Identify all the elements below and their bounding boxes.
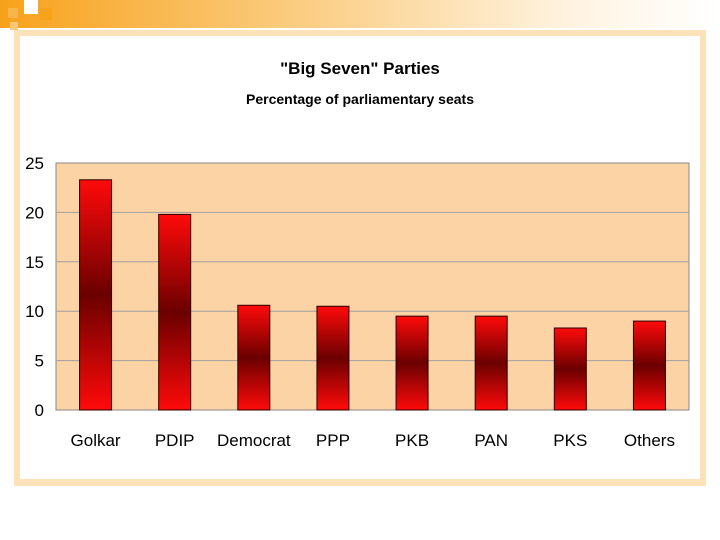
- x-tick-label: PKS: [553, 431, 587, 450]
- chart-subtitle: Percentage of parliamentary seats: [246, 91, 474, 107]
- chart-title: "Big Seven" Parties: [280, 59, 440, 78]
- accent-square-3: [40, 8, 52, 20]
- bars: [79, 179, 666, 411]
- bar-pks: [553, 327, 587, 411]
- bar-pan: [474, 315, 508, 411]
- accent-square-4: [10, 22, 18, 30]
- y-tick-label: 0: [35, 401, 44, 420]
- y-tick-label: 25: [25, 154, 44, 173]
- header-accent-strip: [0, 0, 720, 28]
- y-tick-label: 20: [25, 203, 44, 222]
- y-tick-label: 10: [25, 302, 44, 321]
- bar-pkb: [395, 315, 429, 411]
- x-tick-label: PKB: [395, 431, 429, 450]
- y-axis-ticks: 0 5 10 15 20 25: [25, 154, 44, 420]
- bar-democrat: [237, 304, 271, 411]
- x-tick-label: Others: [624, 431, 675, 450]
- x-tick-label: Golkar: [71, 431, 121, 450]
- plot-area: [55, 162, 690, 411]
- bar-others: [632, 320, 666, 411]
- y-tick-label: 15: [25, 253, 44, 272]
- x-tick-label: PDIP: [155, 431, 195, 450]
- accent-square-1: [8, 8, 18, 18]
- x-axis-ticks: Golkar PDIP Democrat PPP PKB PAN PKS Others: [71, 431, 675, 450]
- x-tick-label: PAN: [474, 431, 508, 450]
- accent-square-2: [24, 0, 38, 14]
- bar-ppp: [316, 305, 350, 411]
- bar-golkar: [79, 179, 113, 411]
- bar-pdip: [158, 213, 192, 411]
- y-tick-label: 5: [35, 352, 44, 371]
- x-tick-label: PPP: [316, 431, 350, 450]
- x-tick-label: Democrat: [217, 431, 291, 450]
